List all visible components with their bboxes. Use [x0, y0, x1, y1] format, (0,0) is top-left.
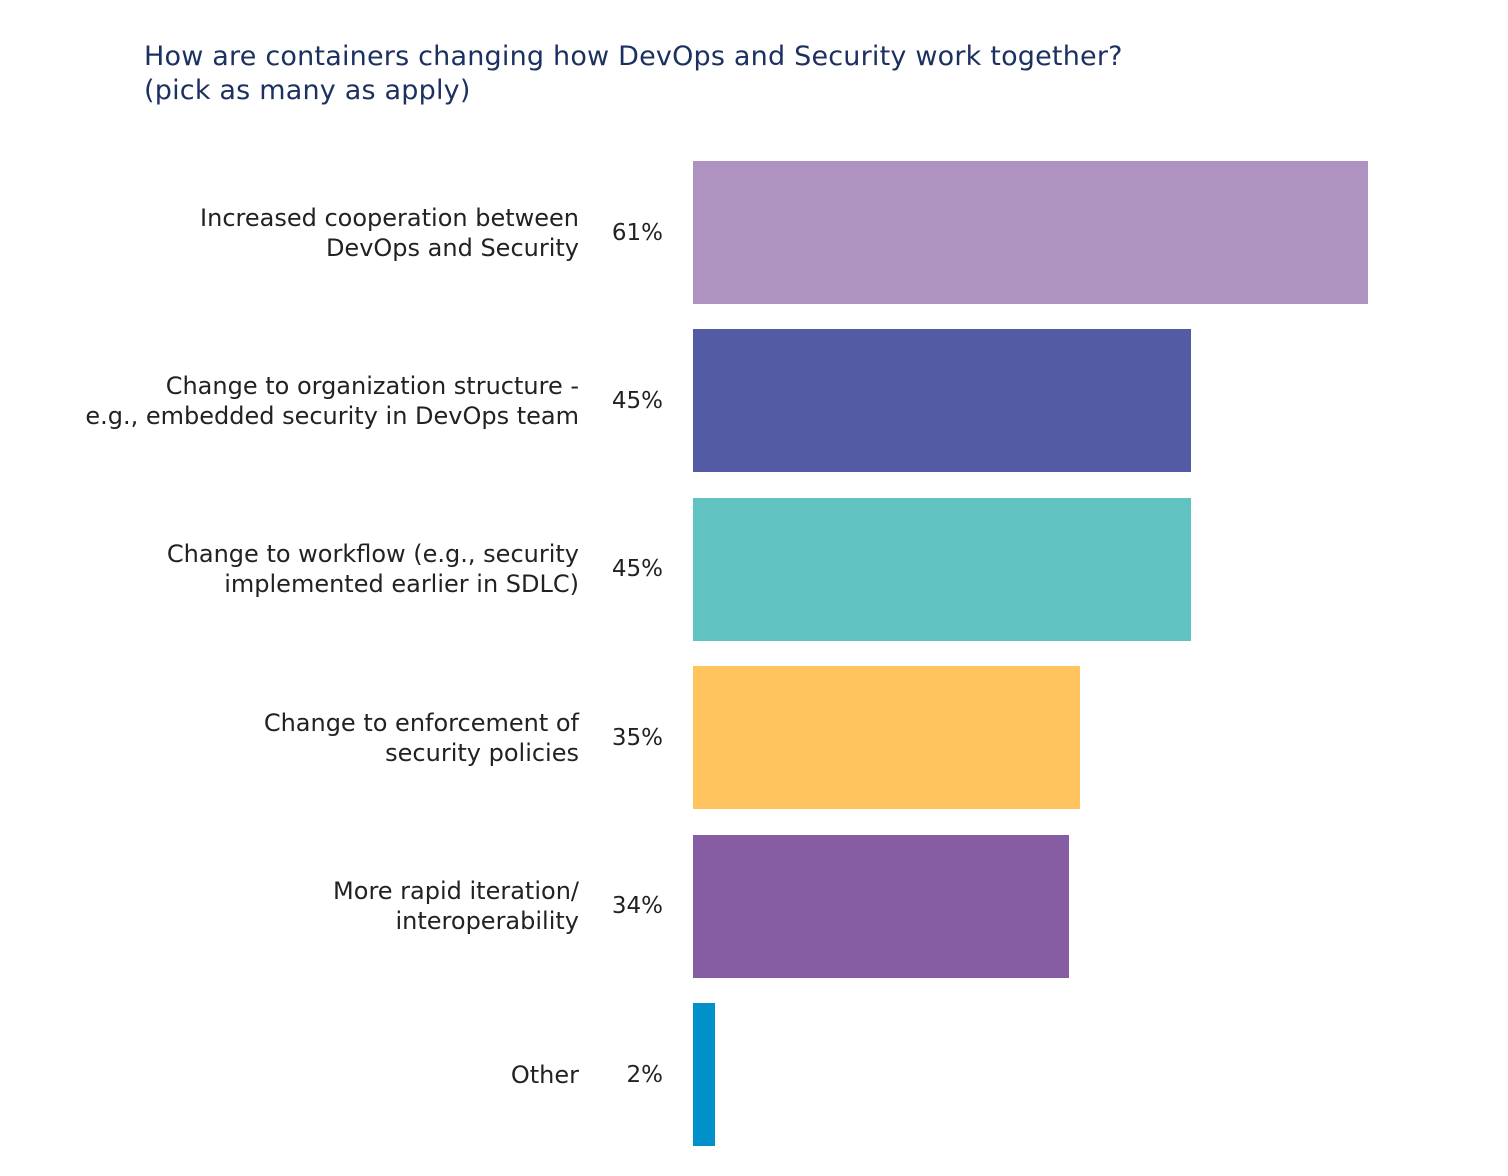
- bar-row: Increased cooperation between DevOps and…: [0, 161, 1508, 304]
- chart-title: How are containers changing how DevOps a…: [144, 40, 1123, 108]
- bar-row: Change to workflow (e.g., security imple…: [0, 497, 1508, 641]
- bar-row: Change to organization structure - e.g.,…: [0, 329, 1508, 473]
- bar: [693, 497, 1191, 641]
- bar: [693, 834, 1070, 978]
- value-label: 61%: [611, 219, 663, 246]
- value-label: 45%: [611, 556, 663, 583]
- value-label: 34%: [611, 893, 663, 920]
- bar: [693, 1003, 716, 1146]
- category-label: Change to organization structure - e.g.,…: [85, 371, 579, 430]
- value-label: 2%: [626, 1061, 664, 1088]
- category-label: Increased cooperation between DevOps and…: [200, 203, 579, 262]
- value-label: 45%: [611, 387, 663, 414]
- category-label: Other: [510, 1060, 579, 1089]
- bar: [693, 161, 1368, 304]
- subtitle-line: (pick as many as apply): [144, 75, 471, 106]
- bar-row: More rapid iteration/ interoperability 34…: [0, 834, 1508, 978]
- bar: [693, 666, 1081, 810]
- bar: [693, 329, 1191, 473]
- bar-row: Change to enforcement of security polici…: [0, 666, 1508, 810]
- title-line: How are containers changing how DevOps a…: [144, 41, 1123, 72]
- value-label: 35%: [611, 724, 663, 751]
- bar-row: Other 2%: [0, 1003, 1508, 1146]
- category-label: Change to enforcement of security polici…: [263, 708, 579, 767]
- category-label: More rapid iteration/ interoperability: [333, 877, 579, 936]
- category-label: Change to workflow (e.g., security imple…: [166, 540, 579, 599]
